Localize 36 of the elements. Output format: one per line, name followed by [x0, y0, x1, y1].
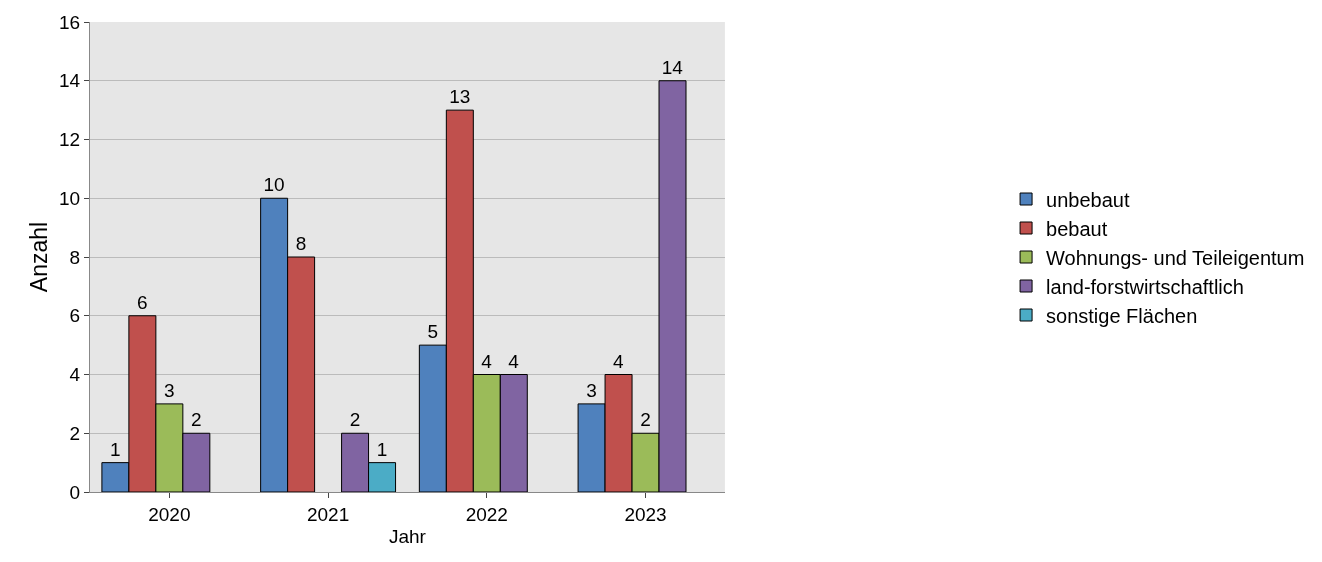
y-tick-label: 12 [59, 129, 81, 151]
legend-label: unbebaut [1046, 188, 1130, 211]
y-tick-label: 2 [69, 422, 81, 444]
y-tick-label: 8 [69, 246, 81, 268]
legend-label: land-forstwirtschaftlich [1046, 275, 1244, 298]
data-label: 14 [661, 56, 684, 78]
x-tick-label: 2022 [465, 503, 508, 525]
data-label: 2 [640, 409, 651, 431]
y-tick-label: 6 [69, 305, 81, 327]
data-label: 3 [164, 379, 175, 401]
x-axis-title: Jahr [388, 525, 427, 547]
data-label: 4 [508, 350, 520, 372]
data-label: 8 [295, 233, 307, 254]
y-tick-label: 4 [69, 364, 81, 386]
y-tick-label: 14 [59, 70, 81, 92]
data-label: 2 [191, 409, 202, 431]
y-tick-label: 0 [69, 481, 81, 503]
data-label: 1 [376, 438, 388, 460]
data-label: 10 [263, 174, 285, 196]
legend-label: Wohnungs- und Teileigentum [1046, 246, 1305, 269]
x-tick-label: 2021 [306, 503, 350, 525]
x-tick-label: 2023 [624, 503, 667, 525]
data-label: 6 [137, 291, 148, 313]
y-axis-title: Anzahl [25, 221, 52, 293]
legend-label: bebaut [1046, 217, 1108, 240]
data-label: 1 [110, 438, 121, 460]
data-label: 4 [481, 350, 493, 372]
x-tick-label: 2020 [148, 503, 191, 525]
data-label: 4 [613, 350, 625, 372]
y-tick-label: 10 [59, 187, 81, 209]
data-label: 5 [427, 321, 439, 343]
legend-label: sonstige Flächen [1046, 304, 1198, 327]
data-label: 2 [349, 409, 361, 431]
y-tick-label: 16 [59, 11, 81, 33]
data-label: 3 [586, 379, 597, 401]
data-label: 13 [449, 86, 471, 108]
